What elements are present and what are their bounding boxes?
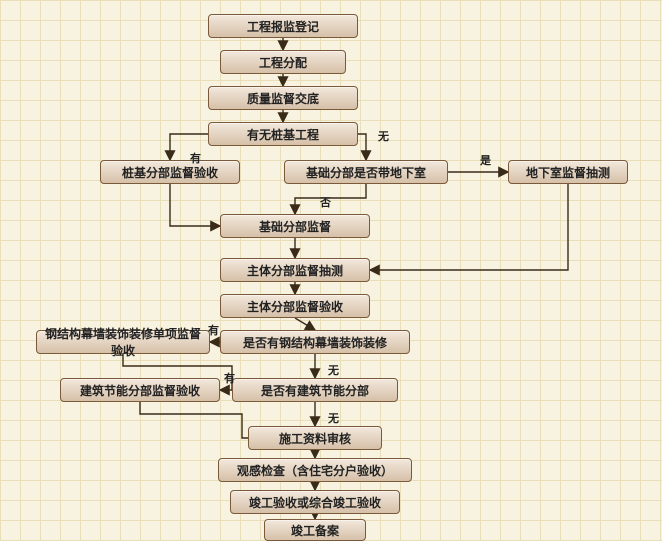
flow-node-label: 是否有建筑节能分部 [261, 382, 369, 399]
flow-edge-label: 有 [208, 322, 219, 338]
flow-node-n18: 竣工备案 [264, 519, 366, 541]
flow-node-n16: 观感检查（含住宅分户验收） [218, 458, 412, 482]
flow-node-label: 质量监督交底 [247, 90, 319, 107]
flow-node-label: 主体分部监督抽测 [247, 262, 343, 279]
flow-node-label: 有无桩基工程 [247, 126, 319, 143]
flow-node-n14: 建筑节能分部监督验收 [60, 378, 220, 402]
flow-edge [140, 402, 258, 438]
flow-node-n4: 有无桩基工程 [208, 122, 358, 146]
flow-node-n7: 地下室监督抽测 [508, 160, 628, 184]
flow-node-n15: 施工资料审核 [248, 426, 382, 450]
flow-node-label: 观感检查（含住宅分户验收） [237, 462, 393, 479]
flow-node-n17: 竣工验收或综合竣工验收 [230, 490, 400, 514]
flow-node-label: 地下室监督抽测 [526, 164, 610, 181]
flow-node-label: 基础分部监督 [259, 218, 331, 235]
flow-edge-label: 是 [480, 152, 491, 168]
flow-node-n12: 钢结构幕墙装饰装修单项监督验收 [36, 330, 210, 354]
flow-edge [170, 134, 208, 160]
flow-node-n2: 工程分配 [220, 50, 346, 74]
flow-node-n10: 主体分部监督验收 [220, 294, 370, 318]
flow-node-label: 主体分部监督验收 [247, 298, 343, 315]
flow-node-label: 工程分配 [259, 54, 307, 71]
flow-edge [295, 318, 315, 330]
flow-edge [170, 184, 220, 226]
flow-node-label: 钢结构幕墙装饰装修单项监督验收 [41, 325, 205, 359]
flow-edge [358, 134, 366, 160]
flow-edge-label: 有 [190, 150, 201, 166]
flow-node-n6: 基础分部是否带地下室 [284, 160, 448, 184]
flow-edge-label: 否 [320, 194, 331, 210]
flow-edge-label: 无 [378, 128, 389, 144]
flow-node-n13: 是否有建筑节能分部 [232, 378, 398, 402]
flow-node-n1: 工程报监登记 [208, 14, 358, 38]
flow-node-label: 施工资料审核 [279, 430, 351, 447]
flow-edge-label: 有 [224, 370, 235, 386]
flow-node-n9: 主体分部监督抽测 [220, 258, 370, 282]
flow-node-n5: 桩基分部监督验收 [100, 160, 240, 184]
flow-node-label: 竣工验收或综合竣工验收 [249, 494, 381, 511]
flow-node-label: 基础分部是否带地下室 [306, 164, 426, 181]
flow-edge [370, 184, 568, 270]
flow-edge-label: 无 [328, 410, 339, 426]
flow-node-label: 建筑节能分部监督验收 [80, 382, 200, 399]
flow-node-label: 是否有钢结构幕墙装饰装修 [243, 334, 387, 351]
flow-node-n3: 质量监督交底 [208, 86, 358, 110]
flow-node-n11: 是否有钢结构幕墙装饰装修 [220, 330, 410, 354]
flow-node-label: 工程报监登记 [247, 18, 319, 35]
flow-node-label: 桩基分部监督验收 [122, 164, 218, 181]
flow-node-n8: 基础分部监督 [220, 214, 370, 238]
flow-node-label: 竣工备案 [291, 522, 339, 539]
flow-edge-label: 无 [328, 362, 339, 378]
